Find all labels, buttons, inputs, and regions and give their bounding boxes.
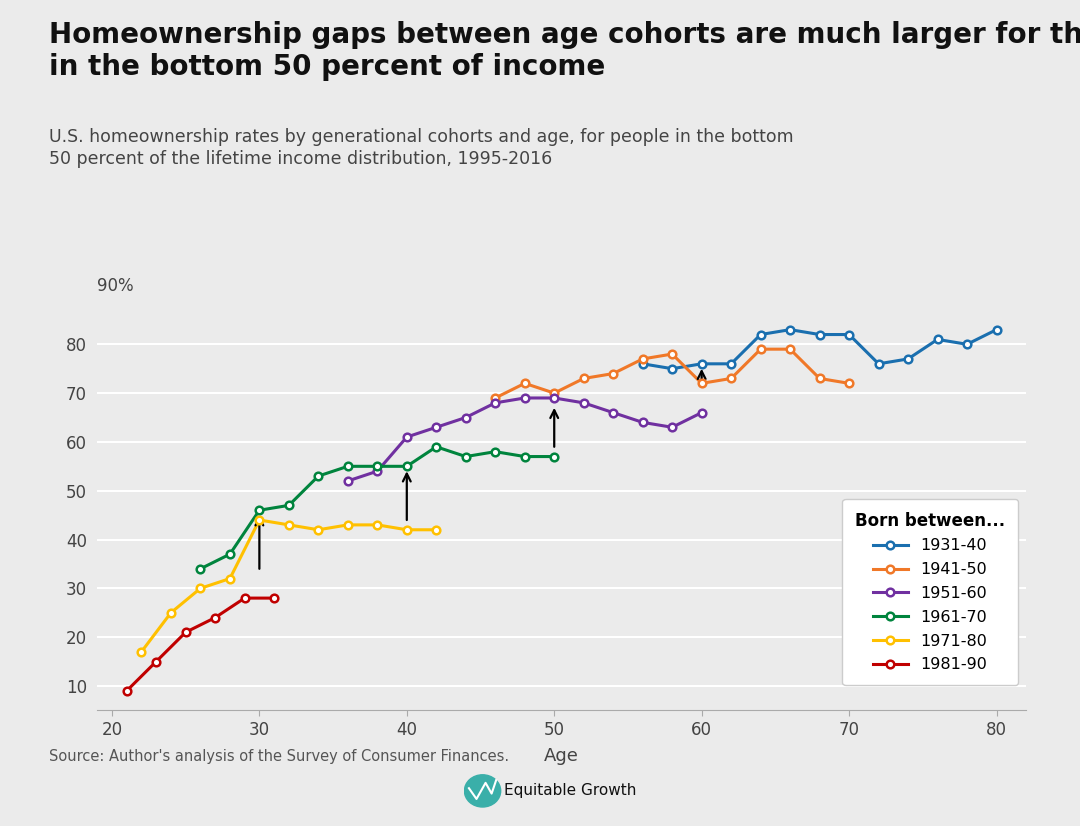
Text: Equitable Growth: Equitable Growth bbox=[503, 783, 636, 799]
Legend: 1931-40, 1941-50, 1951-60, 1961-70, 1971-80, 1981-90: 1931-40, 1941-50, 1951-60, 1961-70, 1971… bbox=[842, 499, 1018, 686]
Text: U.S. homeownership rates by generational cohorts and age, for people in the bott: U.S. homeownership rates by generational… bbox=[49, 128, 793, 169]
Text: 90%: 90% bbox=[97, 278, 134, 296]
X-axis label: Age: Age bbox=[544, 747, 579, 765]
Text: Source: Author's analysis of the Survey of Consumer Finances.: Source: Author's analysis of the Survey … bbox=[49, 749, 509, 764]
Text: Homeownership gaps between age cohorts are much larger for those
in the bottom 5: Homeownership gaps between age cohorts a… bbox=[49, 21, 1080, 81]
Circle shape bbox=[464, 775, 501, 807]
